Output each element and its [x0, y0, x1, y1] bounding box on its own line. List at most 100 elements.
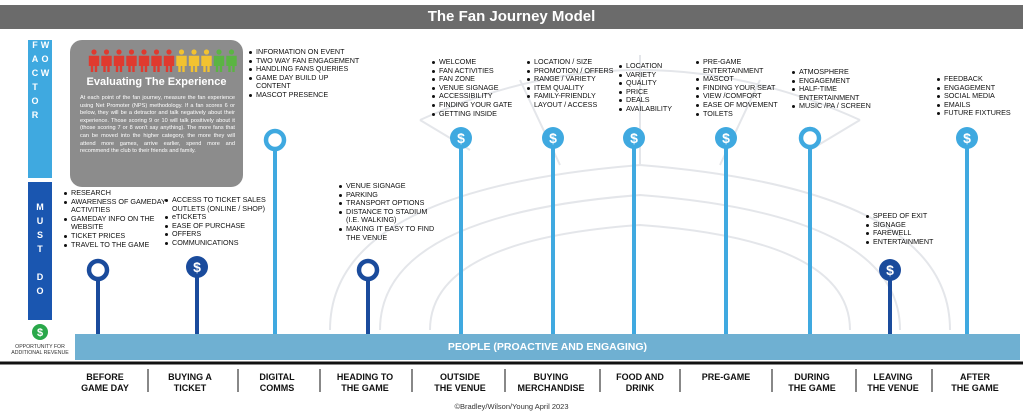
stage-item: HANDLING FANS QUERIES: [249, 65, 361, 74]
revenue-pin-symbol: $: [886, 262, 894, 278]
revenue-pin: [186, 256, 208, 278]
stage-item: PROMOTION / OFFERS: [527, 66, 616, 76]
stage-item: HALF-TIME ENTERTAINMENT: [792, 84, 889, 102]
revenue-pin-symbol: $: [722, 130, 730, 146]
stage-item: SIGNAGE: [866, 220, 958, 230]
stage-label: BEFORE GAME DAY: [59, 372, 151, 394]
pin-head: [263, 128, 287, 152]
wow-label: WOW FACTOR: [30, 40, 50, 124]
stage-item: EMAILS: [937, 100, 1023, 110]
stage-item: ATMOSPHERE: [792, 67, 889, 77]
person-head: [166, 49, 172, 55]
person-head: [103, 49, 110, 55]
stage-label-line: LEAVING: [873, 372, 913, 382]
stage-items: SPEED OF EXIT SIGNAGE FAREWELL ENTERTAINMEN…: [864, 211, 958, 247]
stage-item: SOCIAL MEDIA: [937, 92, 1023, 101]
person-head: [91, 49, 97, 55]
stage-item: OFFERS: [165, 230, 272, 239]
stage-item: VENUE SIGNAGE: [339, 181, 441, 191]
person-head: [216, 49, 222, 55]
revenue-pin-symbol: $: [549, 130, 557, 146]
stage-label: LEAVING THE VENUE: [847, 372, 939, 394]
stage-label-line: PRE-GAME: [701, 372, 751, 382]
must-do-box: [28, 182, 52, 320]
stage-label: DIGITAL COMMS: [231, 372, 323, 394]
stage-item: PARKING: [339, 190, 441, 200]
stage-item: GAMEDAY INFO ON THE WEBSITE: [64, 214, 166, 232]
person-body: [126, 55, 137, 72]
person-body: [101, 55, 112, 72]
revenue-pin: [956, 127, 978, 149]
evaluation-body: At each point of the fan journey, measur…: [80, 95, 235, 155]
stage-items: LOCATION / SIZE PROMOTION / OFFERS RANGE /…: [525, 57, 616, 110]
stage-item: SPEED OF EXIT: [866, 211, 958, 221]
stage-item: ITEM QUALITY: [527, 83, 616, 93]
stage-label-line: DURING: [794, 372, 830, 382]
pin-head: [356, 258, 380, 282]
stage-items: PRE-GAME ENTERTAINMENT MASCOT FINDING YOUR…: [694, 57, 791, 118]
stage-item: FEEDBACK: [937, 74, 1023, 84]
stage-item: RESEARCH: [64, 188, 166, 198]
stage-label: BUYING A TICKET: [144, 372, 236, 394]
stage-item: WELCOME: [432, 57, 529, 67]
stage-item: FINDING YOUR GATE: [432, 100, 529, 110]
person-head: [178, 49, 185, 55]
stage-item: QUALITY: [619, 79, 701, 88]
stage-item: VARIETY: [619, 70, 701, 80]
stage-items: INFORMATION ON EVENT TWO WAY FAN ENGAGEME…: [247, 47, 361, 100]
stage-label: HEADING TO THE GAME: [319, 372, 411, 394]
stage-label-line: THE GAME: [341, 383, 389, 393]
stage-item: GETTING INSIDE: [432, 109, 529, 119]
stage-label-line: DRINK: [625, 383, 655, 393]
stage-items: WELCOME FAN ACTIVITIES FAN ZONE VENUE SIGNA…: [430, 57, 529, 119]
stage-item: eTICKETS: [165, 213, 272, 222]
person-body: [113, 55, 125, 72]
stage-label-line: DIGITAL: [259, 372, 295, 382]
stage-item: MAKING IT EASY TO FIND THE VENUE: [339, 224, 441, 242]
evaluation-title: Evaluating The Experience: [86, 76, 227, 88]
stage-items: LOCATION VARIETY QUALITY PRICE DEALS AVAILABI…: [617, 61, 701, 114]
revenue-pin: [879, 259, 901, 281]
revenue-symbol: $: [37, 327, 43, 339]
stage-label-line: GAME DAY: [81, 383, 129, 393]
banner-bar: [75, 334, 1020, 360]
stage-item: TRANSPORT OPTIONS: [339, 199, 441, 208]
stage-item: MASCOT: [696, 75, 791, 84]
wow-factor-box: [28, 40, 52, 178]
person-body: [201, 55, 212, 72]
must-label: MUST DO: [35, 202, 45, 300]
person-body: [138, 55, 150, 72]
stage-label-line: THE VENUE: [867, 383, 919, 393]
stage-items: FEEDBACK ENGAGEMENT SOCIAL MEDIA EMAILS FUTU…: [935, 74, 1023, 118]
stage-item: EASE OF PURCHASE: [165, 221, 272, 231]
revenue-note: OPPORTUNITY FOR ADDITIONAL REVENUE: [11, 344, 69, 356]
stage-label-line: AFTER: [960, 372, 990, 382]
stage-item: INFORMATION ON EVENT: [249, 47, 361, 57]
stage-item: DISTANCE TO STADIUM (I.E. WALKING): [339, 207, 441, 225]
stage-label-line: THE GAME: [951, 383, 999, 393]
stage-item: FAMILY-FRIENDLY LAYOUT / ACCESS: [527, 92, 616, 109]
stage-label-line: TICKET: [173, 383, 207, 393]
stage-label: BUYING MERCHANDISE: [505, 372, 597, 394]
stage-item: COMMUNICATIONS: [165, 238, 272, 248]
stage-label-line: OUTSIDE: [439, 372, 480, 382]
stage-item: VENUE SIGNAGE: [432, 83, 529, 93]
stage-item: FAREWELL: [866, 229, 958, 238]
person-body: [226, 55, 237, 72]
pin-head: [798, 126, 822, 150]
stage-item: ENGAGEMENT: [792, 76, 889, 86]
stage-item: MUSIC /PA / SCREEN: [792, 102, 889, 111]
person-head: [141, 49, 147, 55]
revenue-pin: [542, 127, 564, 149]
stage-label-line: THE VENUE: [434, 383, 486, 393]
person-body: [176, 55, 187, 72]
stage-item: ENTERTAINMENT: [866, 237, 958, 247]
stage-item: ENGAGEMENT: [937, 83, 1023, 93]
stadium-outline: [329, 55, 951, 331]
stage-item: TRAVEL TO THE GAME: [64, 240, 166, 250]
stage-items: ATMOSPHERE ENGAGEMENT HALF-TIME ENTERTAINM…: [790, 67, 889, 111]
title: The Fan Journey Model: [427, 8, 596, 25]
revenue-pin: [450, 127, 472, 149]
stage-label-line: BUYING: [533, 372, 569, 382]
